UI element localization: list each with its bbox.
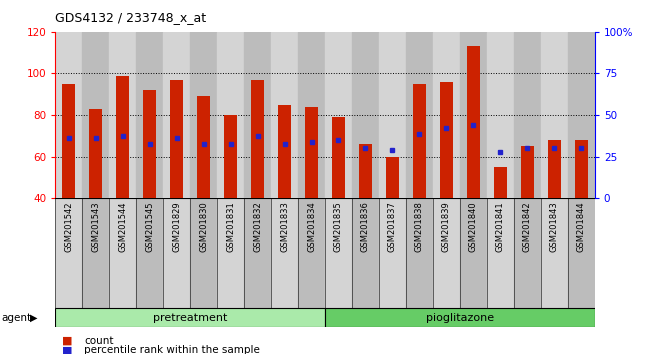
Bar bbox=[521, 146, 534, 198]
Bar bbox=[493, 167, 507, 198]
Bar bbox=[217, 32, 244, 198]
Bar bbox=[244, 198, 271, 308]
Bar bbox=[116, 75, 129, 198]
Bar bbox=[271, 198, 298, 308]
Text: GSM201831: GSM201831 bbox=[226, 201, 235, 252]
Bar bbox=[332, 117, 345, 198]
Text: GSM201829: GSM201829 bbox=[172, 201, 181, 252]
Text: pretreatment: pretreatment bbox=[153, 313, 228, 323]
Bar bbox=[325, 308, 595, 327]
Text: GSM201840: GSM201840 bbox=[469, 201, 478, 252]
Bar bbox=[163, 198, 190, 308]
Bar bbox=[541, 198, 568, 308]
Bar bbox=[278, 105, 291, 198]
Bar bbox=[143, 90, 157, 198]
Bar bbox=[82, 198, 109, 308]
Bar bbox=[385, 156, 399, 198]
Bar bbox=[406, 32, 433, 198]
Bar bbox=[433, 198, 460, 308]
Text: count: count bbox=[84, 336, 114, 346]
Bar bbox=[439, 82, 453, 198]
Bar bbox=[298, 32, 325, 198]
Bar bbox=[460, 198, 487, 308]
Bar bbox=[190, 32, 217, 198]
Bar bbox=[197, 96, 211, 198]
Text: GSM201836: GSM201836 bbox=[361, 201, 370, 252]
Bar bbox=[244, 32, 271, 198]
Text: GSM201832: GSM201832 bbox=[253, 201, 262, 252]
Bar bbox=[547, 140, 561, 198]
Text: percentile rank within the sample: percentile rank within the sample bbox=[84, 346, 261, 354]
Text: GSM201838: GSM201838 bbox=[415, 201, 424, 252]
Bar bbox=[460, 32, 487, 198]
Bar bbox=[433, 32, 460, 198]
Bar bbox=[514, 32, 541, 198]
Text: GSM201841: GSM201841 bbox=[496, 201, 505, 252]
Bar bbox=[190, 198, 217, 308]
Bar bbox=[487, 198, 514, 308]
Text: GDS4132 / 233748_x_at: GDS4132 / 233748_x_at bbox=[55, 11, 207, 24]
Text: GSM201544: GSM201544 bbox=[118, 201, 127, 252]
Bar bbox=[217, 198, 244, 308]
Bar bbox=[575, 140, 588, 198]
Text: GSM201843: GSM201843 bbox=[550, 201, 559, 252]
Text: GSM201835: GSM201835 bbox=[334, 201, 343, 252]
Bar bbox=[325, 198, 352, 308]
Bar bbox=[541, 32, 568, 198]
Bar bbox=[406, 198, 433, 308]
Bar bbox=[224, 115, 237, 198]
Bar bbox=[379, 32, 406, 198]
Text: agent: agent bbox=[1, 313, 31, 323]
Text: GSM201545: GSM201545 bbox=[145, 201, 154, 252]
Bar bbox=[359, 144, 372, 198]
Bar bbox=[487, 32, 514, 198]
Text: GSM201839: GSM201839 bbox=[442, 201, 451, 252]
Bar bbox=[413, 84, 426, 198]
Bar bbox=[55, 198, 83, 308]
Text: GSM201844: GSM201844 bbox=[577, 201, 586, 252]
Bar bbox=[82, 32, 109, 198]
Text: GSM201833: GSM201833 bbox=[280, 201, 289, 252]
Bar bbox=[55, 32, 83, 198]
Bar bbox=[298, 198, 325, 308]
Text: ■: ■ bbox=[62, 336, 72, 346]
Bar bbox=[170, 80, 183, 198]
Bar bbox=[379, 198, 406, 308]
Bar bbox=[89, 109, 103, 198]
Text: GSM201842: GSM201842 bbox=[523, 201, 532, 252]
Bar bbox=[136, 32, 163, 198]
Bar bbox=[325, 32, 352, 198]
Text: ■: ■ bbox=[62, 346, 72, 354]
Text: pioglitazone: pioglitazone bbox=[426, 313, 494, 323]
Bar bbox=[514, 198, 541, 308]
Bar bbox=[109, 32, 136, 198]
Bar bbox=[352, 198, 379, 308]
Bar bbox=[305, 107, 318, 198]
Text: GSM201542: GSM201542 bbox=[64, 201, 73, 252]
Text: GSM201834: GSM201834 bbox=[307, 201, 316, 252]
Text: ▶: ▶ bbox=[30, 313, 38, 323]
Text: GSM201543: GSM201543 bbox=[91, 201, 100, 252]
Bar bbox=[163, 32, 190, 198]
Bar bbox=[568, 32, 595, 198]
Bar bbox=[271, 32, 298, 198]
Text: GSM201837: GSM201837 bbox=[388, 201, 397, 252]
Bar bbox=[55, 308, 325, 327]
Bar bbox=[467, 46, 480, 198]
Bar bbox=[352, 32, 379, 198]
Bar bbox=[136, 198, 163, 308]
Bar bbox=[568, 198, 595, 308]
Bar bbox=[251, 80, 265, 198]
Bar bbox=[109, 198, 136, 308]
Text: GSM201830: GSM201830 bbox=[199, 201, 208, 252]
Bar bbox=[62, 84, 75, 198]
